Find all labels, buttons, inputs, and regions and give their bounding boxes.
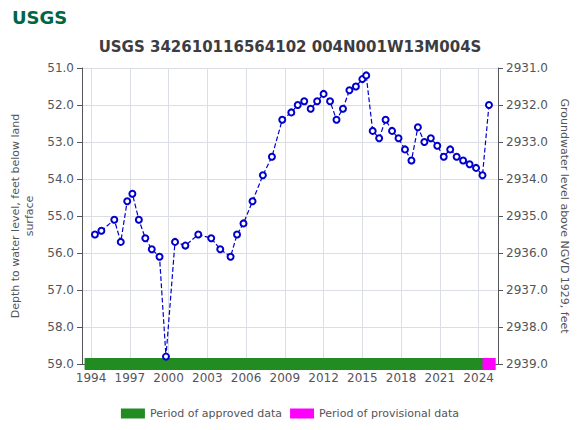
svg-text:2018: 2018: [386, 371, 417, 385]
svg-text:2935.0: 2935.0: [506, 209, 548, 223]
svg-text:Depth to water level, feet bel: Depth to water level, feet below land: [9, 114, 22, 319]
svg-text:1997: 1997: [115, 371, 146, 385]
svg-text:2021: 2021: [425, 371, 456, 385]
svg-text:2000: 2000: [153, 371, 184, 385]
svg-text:52.0: 52.0: [47, 98, 74, 112]
svg-text:surface: surface: [23, 195, 36, 236]
svg-text:2931.0: 2931.0: [506, 61, 548, 75]
svg-text:2938.0: 2938.0: [506, 320, 548, 334]
svg-text:56.0: 56.0: [47, 246, 74, 260]
svg-text:57.0: 57.0: [47, 283, 74, 297]
svg-text:2939.0: 2939.0: [506, 357, 548, 371]
svg-text:2012: 2012: [308, 371, 339, 385]
svg-text:2937.0: 2937.0: [506, 283, 548, 297]
svg-text:53.0: 53.0: [47, 135, 74, 149]
svg-text:54.0: 54.0: [47, 172, 74, 186]
svg-text:2933.0: 2933.0: [506, 135, 548, 149]
svg-text:2024: 2024: [463, 371, 494, 385]
svg-text:2009: 2009: [270, 371, 301, 385]
svg-text:2936.0: 2936.0: [506, 246, 548, 260]
svg-text:2003: 2003: [192, 371, 223, 385]
svg-text:1994: 1994: [76, 371, 107, 385]
svg-text:2006: 2006: [231, 371, 262, 385]
svg-text:Period of approved data: Period of approved data: [150, 407, 282, 420]
svg-text:Groundwater level above NGVD 1: Groundwater level above NGVD 1929, feet: [558, 98, 571, 334]
svg-text:2934.0: 2934.0: [506, 172, 548, 186]
svg-text:55.0: 55.0: [47, 209, 74, 223]
svg-text:USGS: USGS: [12, 7, 67, 28]
svg-text:51.0: 51.0: [47, 61, 74, 75]
svg-text:58.0: 58.0: [47, 320, 74, 334]
svg-text:59.0: 59.0: [47, 357, 74, 371]
svg-text:2932.0: 2932.0: [506, 98, 548, 112]
svg-text:Period of provisional data: Period of provisional data: [319, 407, 459, 420]
svg-text:USGS 342610116564102 004N001W1: USGS 342610116564102 004N001W13M004S: [99, 38, 482, 56]
svg-text:2015: 2015: [347, 371, 378, 385]
